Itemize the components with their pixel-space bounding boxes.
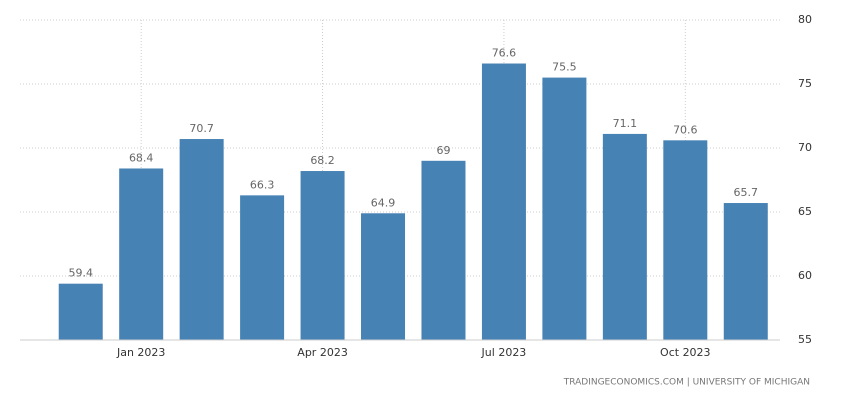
value-label: 66.3 bbox=[250, 178, 275, 191]
y-tick-label: 70 bbox=[798, 141, 812, 154]
x-tick-label: Oct 2023 bbox=[660, 346, 711, 359]
y-tick-label: 55 bbox=[798, 333, 812, 346]
x-tick-label: Apr 2023 bbox=[297, 346, 348, 359]
x-tick-label: Jan 2023 bbox=[116, 346, 165, 359]
bar bbox=[119, 168, 164, 340]
value-label: 76.6 bbox=[492, 47, 517, 60]
value-label: 71.1 bbox=[613, 117, 638, 130]
source: TRADINGECONOMICS.COM | UNIVERSITY OF MIC… bbox=[563, 378, 810, 388]
x-tick-label: Jul 2023 bbox=[481, 346, 527, 359]
value-label: 70.7 bbox=[189, 122, 214, 135]
value-label: 75.5 bbox=[552, 61, 577, 74]
bar bbox=[602, 133, 647, 340]
bar bbox=[300, 171, 345, 340]
value-label: 68.4 bbox=[129, 151, 154, 164]
value-label: 65.7 bbox=[734, 186, 759, 199]
bar bbox=[240, 195, 285, 340]
y-tick-label: 65 bbox=[798, 205, 812, 218]
bar bbox=[421, 160, 466, 340]
y-tick-label: 60 bbox=[798, 269, 812, 282]
bar bbox=[542, 77, 587, 340]
value-label: 68.2 bbox=[310, 154, 335, 167]
bar bbox=[481, 63, 526, 341]
value-label: 70.6 bbox=[673, 123, 698, 136]
bar bbox=[663, 140, 708, 340]
value-label: 69 bbox=[436, 144, 450, 157]
value-label: 64.9 bbox=[371, 196, 396, 209]
value-label: 59.4 bbox=[68, 267, 93, 280]
bar bbox=[361, 213, 406, 340]
bar bbox=[723, 203, 768, 340]
bar bbox=[179, 139, 224, 340]
y-tick-label: 75 bbox=[798, 77, 812, 90]
y-tick-label: 80 bbox=[798, 13, 812, 26]
bar bbox=[58, 283, 103, 340]
